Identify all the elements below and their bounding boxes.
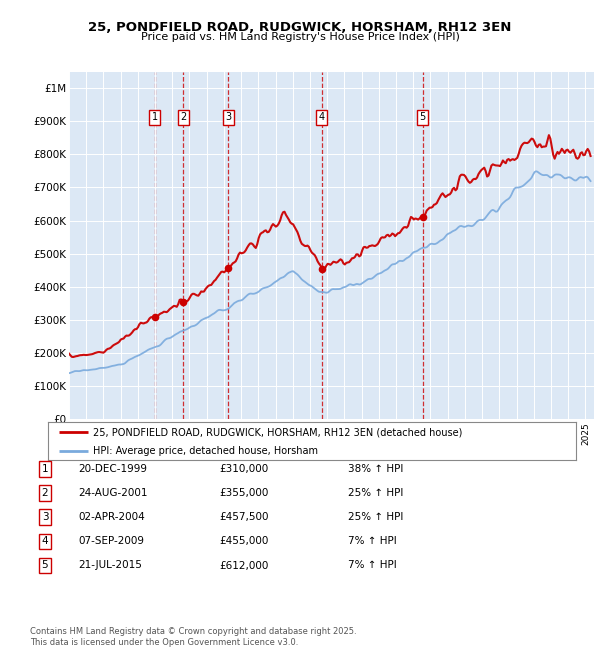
Text: 25, PONDFIELD ROAD, RUDGWICK, HORSHAM, RH12 3EN: 25, PONDFIELD ROAD, RUDGWICK, HORSHAM, R… bbox=[88, 21, 512, 34]
Text: 5: 5 bbox=[419, 112, 426, 122]
Text: £355,000: £355,000 bbox=[219, 488, 268, 499]
Text: 2: 2 bbox=[41, 488, 49, 499]
Text: 25% ↑ HPI: 25% ↑ HPI bbox=[348, 512, 403, 523]
Text: 38% ↑ HPI: 38% ↑ HPI bbox=[348, 464, 403, 474]
Text: 02-APR-2004: 02-APR-2004 bbox=[78, 512, 145, 523]
Text: 4: 4 bbox=[41, 536, 49, 547]
Text: 07-SEP-2009: 07-SEP-2009 bbox=[78, 536, 144, 547]
Text: 25, PONDFIELD ROAD, RUDGWICK, HORSHAM, RH12 3EN (detached house): 25, PONDFIELD ROAD, RUDGWICK, HORSHAM, R… bbox=[93, 428, 462, 437]
Text: Price paid vs. HM Land Registry's House Price Index (HPI): Price paid vs. HM Land Registry's House … bbox=[140, 32, 460, 42]
Text: £455,000: £455,000 bbox=[219, 536, 268, 547]
Text: 7% ↑ HPI: 7% ↑ HPI bbox=[348, 560, 397, 571]
Text: 24-AUG-2001: 24-AUG-2001 bbox=[78, 488, 148, 499]
Text: 5: 5 bbox=[41, 560, 49, 571]
Text: £310,000: £310,000 bbox=[219, 464, 268, 474]
Text: 1: 1 bbox=[41, 464, 49, 474]
Text: HPI: Average price, detached house, Horsham: HPI: Average price, detached house, Hors… bbox=[93, 447, 318, 456]
Text: £612,000: £612,000 bbox=[219, 560, 268, 571]
Text: 3: 3 bbox=[41, 512, 49, 523]
Text: 7% ↑ HPI: 7% ↑ HPI bbox=[348, 536, 397, 547]
Text: Contains HM Land Registry data © Crown copyright and database right 2025.
This d: Contains HM Land Registry data © Crown c… bbox=[30, 627, 356, 647]
Text: £457,500: £457,500 bbox=[219, 512, 269, 523]
Text: 20-DEC-1999: 20-DEC-1999 bbox=[78, 464, 147, 474]
Text: 25% ↑ HPI: 25% ↑ HPI bbox=[348, 488, 403, 499]
Text: 3: 3 bbox=[225, 112, 231, 122]
Text: 4: 4 bbox=[319, 112, 325, 122]
Text: 2: 2 bbox=[181, 112, 187, 122]
Text: 1: 1 bbox=[151, 112, 158, 122]
Text: 21-JUL-2015: 21-JUL-2015 bbox=[78, 560, 142, 571]
